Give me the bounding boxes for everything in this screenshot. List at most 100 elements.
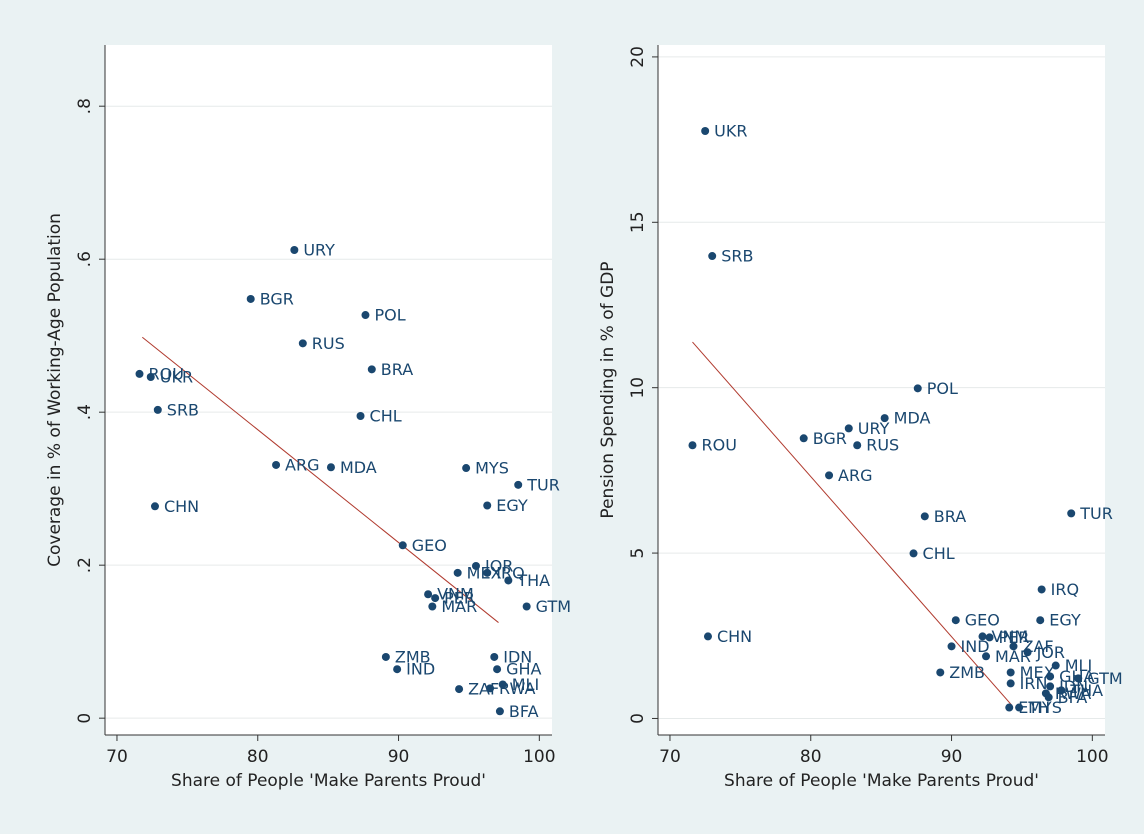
point-label: MAR	[441, 597, 477, 616]
x-axis-title: Share of People 'Make Parents Proud'	[724, 771, 1039, 791]
fit-line	[692, 341, 1013, 706]
point-label: THA	[1069, 681, 1103, 700]
point	[825, 471, 834, 480]
point-label: MYS	[475, 459, 509, 478]
point	[936, 668, 945, 677]
point-label: GHA	[1059, 667, 1094, 686]
point-label: UKR	[714, 122, 747, 141]
point-label: BRA	[934, 507, 966, 526]
point	[453, 568, 462, 577]
y-tick-label: .6	[75, 251, 95, 267]
point	[1005, 703, 1014, 712]
x-tick-label: 70	[106, 747, 128, 767]
point	[1006, 668, 1015, 677]
point-label: IND	[406, 660, 435, 679]
point-label: URY	[858, 419, 890, 438]
point	[146, 372, 155, 381]
point-label: CHN	[164, 497, 199, 516]
point	[428, 602, 437, 611]
point	[483, 501, 492, 510]
point-label: BGR	[813, 429, 847, 448]
point	[1036, 616, 1045, 625]
point-label: ZAF	[468, 680, 499, 699]
point-label: GTM	[1087, 669, 1122, 688]
point	[880, 414, 889, 423]
point-label: MLI	[1065, 656, 1092, 675]
point	[290, 246, 299, 255]
point-label: RWA	[1055, 684, 1091, 703]
point-label: GTM	[536, 597, 571, 616]
y-tick-label: 0	[75, 713, 95, 724]
point-label: EGY	[1049, 611, 1081, 630]
point	[1037, 585, 1046, 594]
y-tick-label: 15	[628, 211, 648, 233]
point	[483, 568, 492, 577]
point-label: ROU	[148, 364, 183, 383]
x-tick-label: 100	[523, 747, 555, 767]
point	[455, 685, 464, 694]
point	[978, 632, 987, 641]
point-label: GEO	[965, 611, 1000, 630]
point-label: PER	[999, 628, 1030, 647]
point-label: BFA	[1058, 688, 1088, 707]
point	[424, 590, 433, 599]
point-label: IRQ	[1051, 580, 1079, 599]
point	[1046, 682, 1055, 691]
point-label: RWA	[499, 679, 535, 698]
point-label: IRQ	[496, 563, 524, 582]
point-label: ARG	[838, 466, 872, 485]
point-label: VNM	[437, 585, 474, 604]
point	[272, 460, 281, 469]
point	[1074, 674, 1083, 683]
x-tick-label: 100	[1076, 747, 1108, 767]
point-label: SRB	[167, 400, 199, 419]
fit-line	[141, 336, 499, 623]
y-tick-label: .8	[75, 98, 95, 114]
y-tick-label: .4	[75, 404, 95, 420]
point	[361, 311, 370, 320]
point	[1015, 703, 1024, 712]
point-label: EGY	[496, 496, 528, 515]
point	[1009, 642, 1018, 651]
point-label: CHL	[923, 544, 955, 563]
point	[490, 652, 499, 661]
point-label: GHA	[506, 660, 541, 679]
point	[982, 652, 991, 661]
point-label: ZMB	[949, 663, 985, 682]
x-tick-label: 90	[388, 747, 410, 767]
y-tick-label: .2	[75, 557, 95, 573]
point	[1067, 509, 1076, 518]
x-tick-label: 80	[247, 747, 269, 767]
y-axis-title: Pension Spending in % of GDP	[598, 261, 618, 518]
point	[381, 652, 390, 661]
point-label: TUR	[1079, 504, 1113, 523]
point	[150, 502, 159, 511]
point	[431, 594, 440, 603]
point-label: JOR	[484, 556, 513, 575]
point	[1046, 672, 1055, 681]
point-label: RUS	[312, 334, 345, 353]
point	[514, 480, 523, 489]
point-label: THA	[516, 571, 550, 590]
point	[498, 680, 507, 689]
point	[504, 576, 513, 585]
point-label: POL	[374, 306, 405, 325]
point-label: TUR	[526, 475, 560, 494]
point-label: BGR	[260, 289, 294, 308]
point	[135, 369, 144, 378]
point	[853, 441, 862, 450]
x-tick-label: 90	[941, 747, 963, 767]
point-label: CHN	[717, 627, 752, 646]
point	[326, 463, 335, 472]
point-label: IND	[961, 637, 990, 656]
point	[1023, 648, 1032, 657]
x-tick-label: 80	[800, 747, 822, 767]
point-label: MEX	[1020, 663, 1055, 682]
point-label: MAR	[995, 647, 1031, 666]
point	[153, 405, 162, 414]
x-axis-title: Share of People 'Make Parents Proud'	[171, 771, 486, 791]
y-tick-label: 20	[628, 46, 648, 68]
point-label: IDN	[503, 647, 532, 666]
x-tick-label: 70	[659, 747, 681, 767]
